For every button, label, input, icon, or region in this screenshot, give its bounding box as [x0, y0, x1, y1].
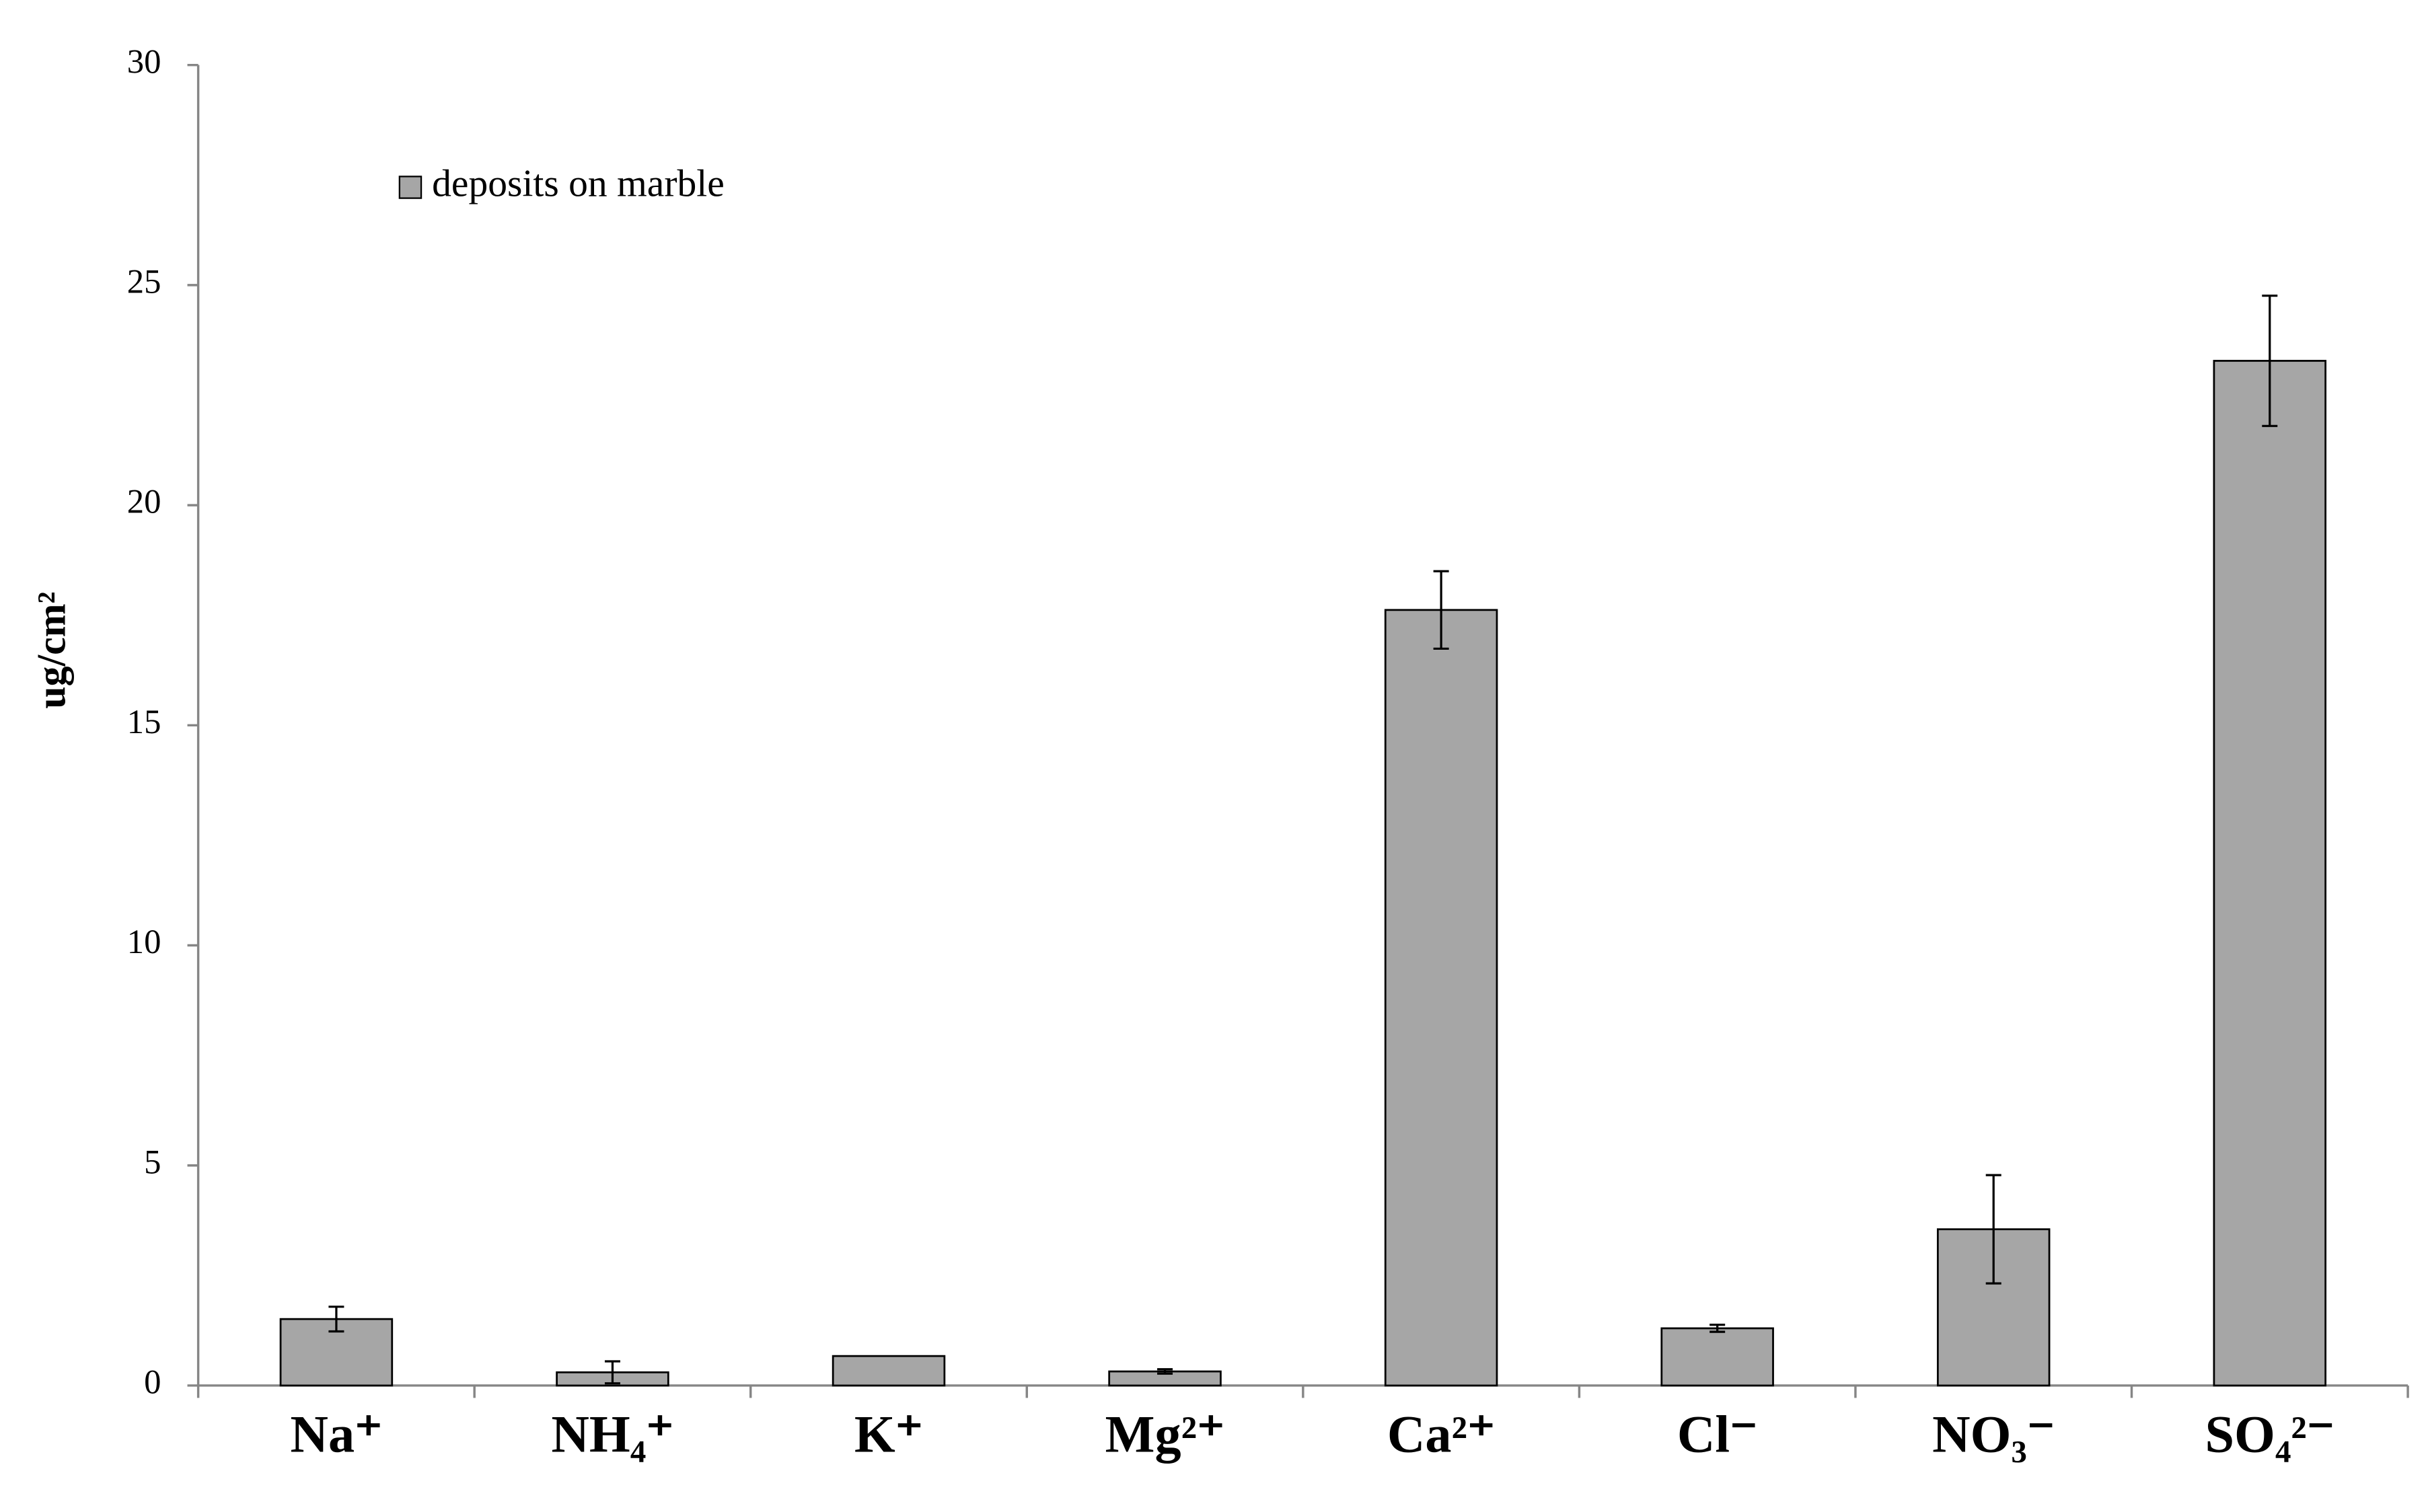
y-tick-label: 20 — [127, 483, 161, 521]
x-tick-label: NH₄⁺ — [551, 1404, 673, 1463]
y-tick-label: 0 — [144, 1363, 161, 1401]
y-axis-label: ug/cm² — [30, 592, 74, 709]
legend-label: deposits on marble — [432, 163, 725, 205]
y-tick-label: 5 — [144, 1143, 161, 1180]
x-tick-label: NO₃⁻ — [1932, 1404, 2055, 1463]
bar — [1384, 609, 1498, 1387]
y-tick-label: 25 — [127, 263, 161, 301]
y-tick-label: 10 — [127, 923, 161, 960]
legend-swatch — [398, 176, 422, 199]
bar — [2213, 360, 2327, 1387]
bar — [1660, 1327, 1774, 1387]
error-bar — [1985, 1174, 2001, 1285]
x-tick-label: Ca²⁺ — [1387, 1404, 1495, 1463]
error-bar — [2262, 294, 2278, 427]
bar — [832, 1355, 946, 1387]
error-bar — [604, 1360, 620, 1385]
y-tick-label: 15 — [127, 703, 161, 741]
error-bar — [1157, 1368, 1173, 1375]
x-tick-label: K⁺ — [854, 1404, 923, 1463]
x-tick-label: Mg²⁺ — [1105, 1404, 1225, 1463]
y-tick-label: 30 — [127, 42, 161, 80]
x-tick-label: Na⁺ — [290, 1404, 382, 1463]
error-bar — [1709, 1324, 1726, 1333]
x-tick-label: Cl⁻ — [1677, 1404, 1758, 1463]
error-bar — [1433, 570, 1449, 650]
x-tick-label: SO₄²⁻ — [2205, 1404, 2334, 1463]
error-bar — [328, 1306, 344, 1333]
